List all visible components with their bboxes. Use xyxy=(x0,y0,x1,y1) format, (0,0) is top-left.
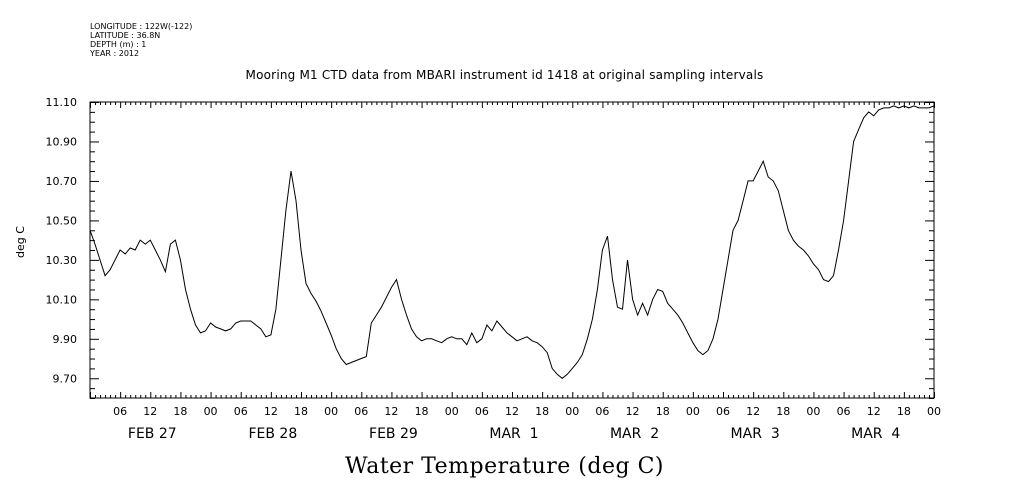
x-hour-label: 18 xyxy=(776,405,790,418)
x-hour-label: 06 xyxy=(716,405,730,418)
x-hour-label: 18 xyxy=(294,405,308,418)
y-tick-label: 11.10 xyxy=(46,96,78,109)
x-hour-label: 18 xyxy=(415,405,429,418)
x-hour-label: 00 xyxy=(204,405,218,418)
temperature-series-line xyxy=(89,105,935,379)
x-day-label: MAR 3 xyxy=(731,426,780,442)
y-tick-label: 10.50 xyxy=(46,214,78,227)
x-hour-label: 12 xyxy=(384,405,398,418)
x-hour-label: 12 xyxy=(746,405,760,418)
x-hour-label: 00 xyxy=(806,405,820,418)
x-hour-label: 12 xyxy=(143,405,157,418)
y-tick-label: 10.30 xyxy=(46,254,78,267)
y-tick-label: 10.10 xyxy=(46,293,78,306)
x-hour-label: 00 xyxy=(565,405,579,418)
x-hour-label: 00 xyxy=(445,405,459,418)
x-hour-label: 12 xyxy=(505,405,519,418)
x-hour-label: 00 xyxy=(686,405,700,418)
y-tick-label: 9.90 xyxy=(53,333,78,346)
x-hour-label: 06 xyxy=(595,405,609,418)
x-hour-label: 18 xyxy=(535,405,549,418)
y-tick-label: 10.90 xyxy=(46,135,78,148)
x-hour-label: 00 xyxy=(324,405,338,418)
x-hour-label: 06 xyxy=(234,405,248,418)
latitude-text: LATITUDE : 36.8N xyxy=(90,31,161,40)
x-day-label: MAR 2 xyxy=(610,426,659,442)
x-hour-label: 06 xyxy=(354,405,368,418)
x-day-label: MAR 1 xyxy=(489,426,538,442)
x-hour-label: 06 xyxy=(475,405,489,418)
x-hour-label: 18 xyxy=(656,405,670,418)
x-hour-label: 06 xyxy=(837,405,851,418)
y-tick-label: 9.70 xyxy=(53,372,78,385)
x-hour-label: 18 xyxy=(897,405,911,418)
x-day-label: MAR 4 xyxy=(851,426,900,442)
x-axis-title: Water Temperature (deg C) xyxy=(345,454,664,479)
plot-frame xyxy=(89,101,935,399)
y-tick-label: 10.70 xyxy=(46,175,78,188)
x-day-label: FEB 29 xyxy=(369,426,418,442)
x-hour-label: 06 xyxy=(113,405,127,418)
depth-text: DEPTH (m) : 1 xyxy=(90,40,147,49)
x-hour-label: 00 xyxy=(927,405,941,418)
x-hour-label: 12 xyxy=(264,405,278,418)
x-day-label: FEB 28 xyxy=(248,426,297,442)
x-hour-label: 12 xyxy=(626,405,640,418)
x-hour-label: 12 xyxy=(867,405,881,418)
metadata-block: LONGITUDE : 122W(-122) LATITUDE : 36.8N … xyxy=(90,22,192,58)
longitude-text: LONGITUDE : 122W(-122) xyxy=(90,22,193,31)
x-hour-label: 18 xyxy=(173,405,187,418)
chart-title: Mooring M1 CTD data from MBARI instrumen… xyxy=(245,68,764,82)
x-day-label: FEB 27 xyxy=(128,426,177,442)
year-text: YEAR : 2012 xyxy=(90,49,140,58)
